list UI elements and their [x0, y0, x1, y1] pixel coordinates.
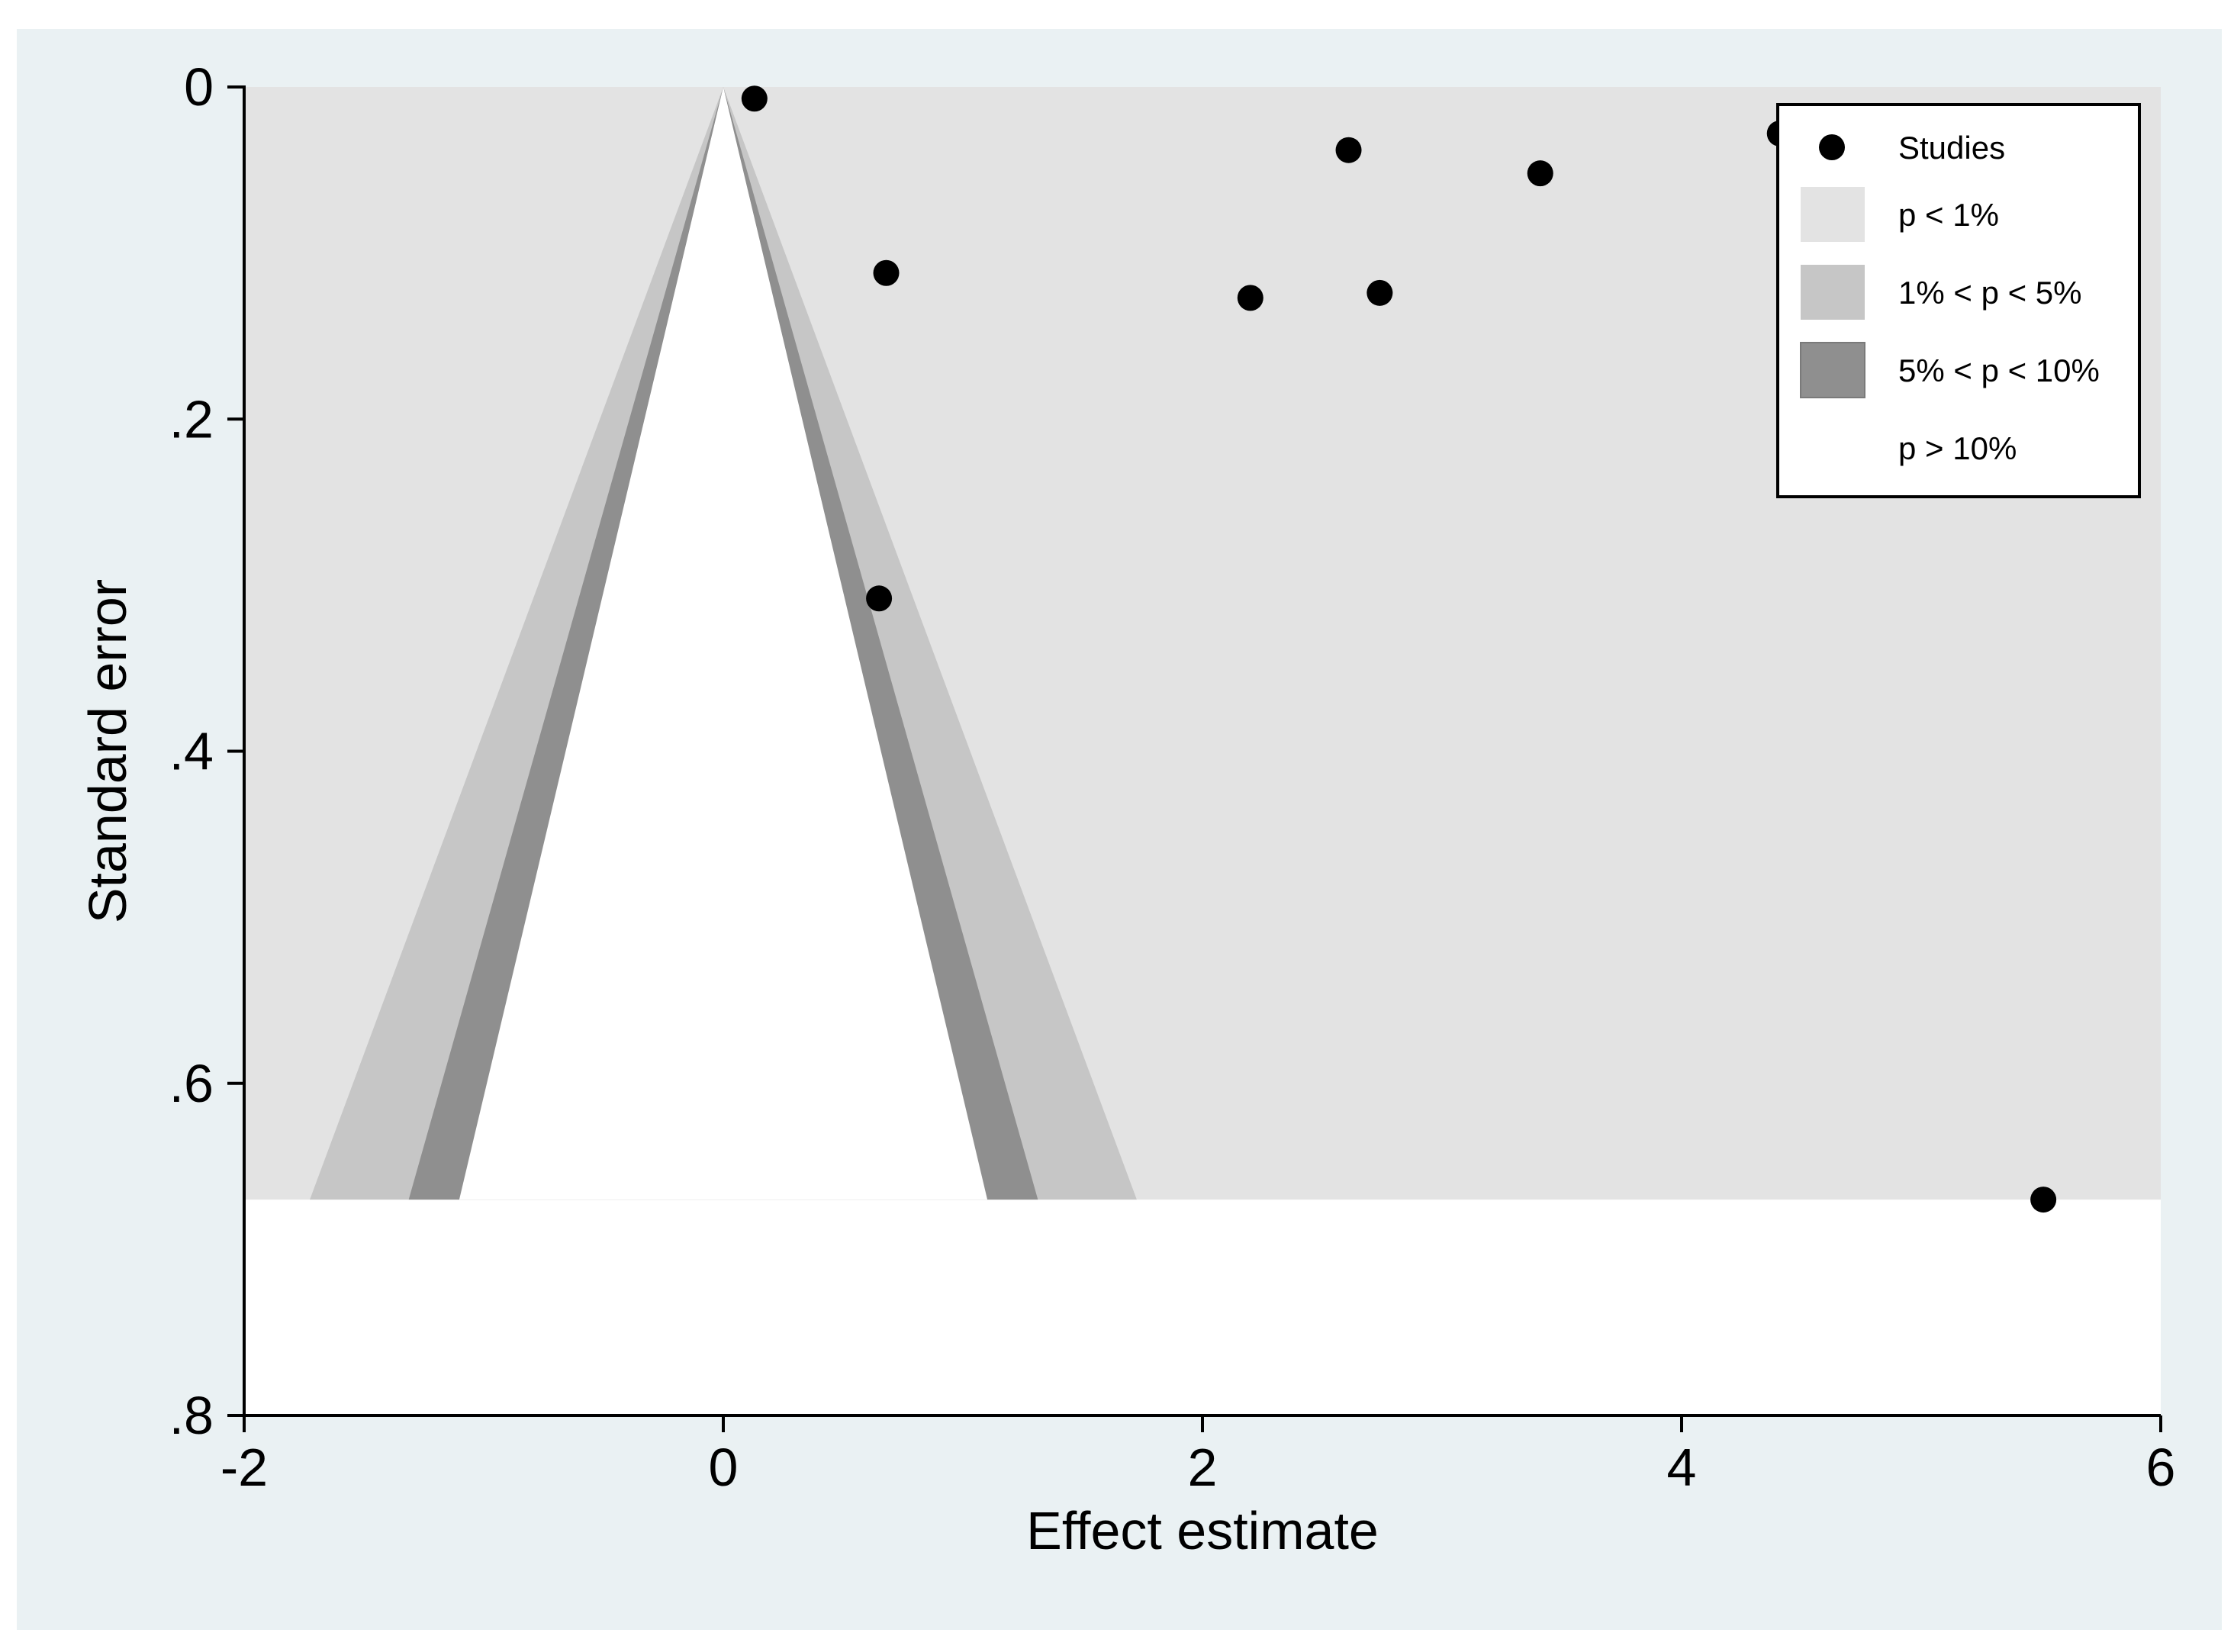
study-point [741, 85, 768, 112]
study-point [1366, 279, 1393, 306]
significance-contours [244, 87, 2161, 1200]
y-tick-label: .8 [169, 1386, 214, 1445]
legend-item-p-lt-1-label: p < 1% [1898, 197, 1999, 233]
x-tick-label: 6 [2146, 1438, 2176, 1497]
y-axis-title: Standard error [78, 579, 137, 923]
y-tick-label: .6 [169, 1054, 214, 1113]
study-point [873, 259, 900, 286]
legend-studies-marker [1819, 134, 1845, 160]
x-axis-title: Effect estimate [1026, 1501, 1379, 1560]
study-point [1237, 285, 1263, 311]
study-point [866, 585, 893, 612]
x-tick-label: 0 [709, 1438, 739, 1497]
study-point [1527, 160, 1553, 187]
study-point [2030, 1187, 2057, 1213]
study-point [1335, 137, 1362, 163]
legend-item-p-gt-10-label: p > 10% [1898, 430, 2017, 466]
legend-swatch [1800, 342, 1865, 398]
y-tick-label: 0 [184, 57, 214, 117]
legend-item-5-10-label: 5% < p < 10% [1898, 353, 2100, 388]
y-tick-label: .4 [169, 722, 214, 781]
axes: -2 0 2 4 6 0 .2 .4 .6 .8 [169, 57, 2176, 1497]
legend-swatch [1801, 265, 1865, 320]
legend: Studies p < 1% 1% < p < 5% 5% < p < 10% p > … [1776, 103, 2141, 498]
legend-item-studies-label: Studies [1898, 130, 2005, 166]
x-tick-label: 2 [1188, 1438, 1218, 1497]
x-tick-label: -2 [221, 1438, 268, 1497]
legend-swatch [1801, 187, 1865, 242]
study-points [741, 85, 2057, 1213]
x-tick-label: 4 [1667, 1438, 1697, 1497]
contour-region-p-gt-10 [459, 87, 988, 1200]
legend-item-1-5-label: 1% < p < 5% [1898, 275, 2082, 311]
y-tick-label: .2 [169, 389, 214, 449]
